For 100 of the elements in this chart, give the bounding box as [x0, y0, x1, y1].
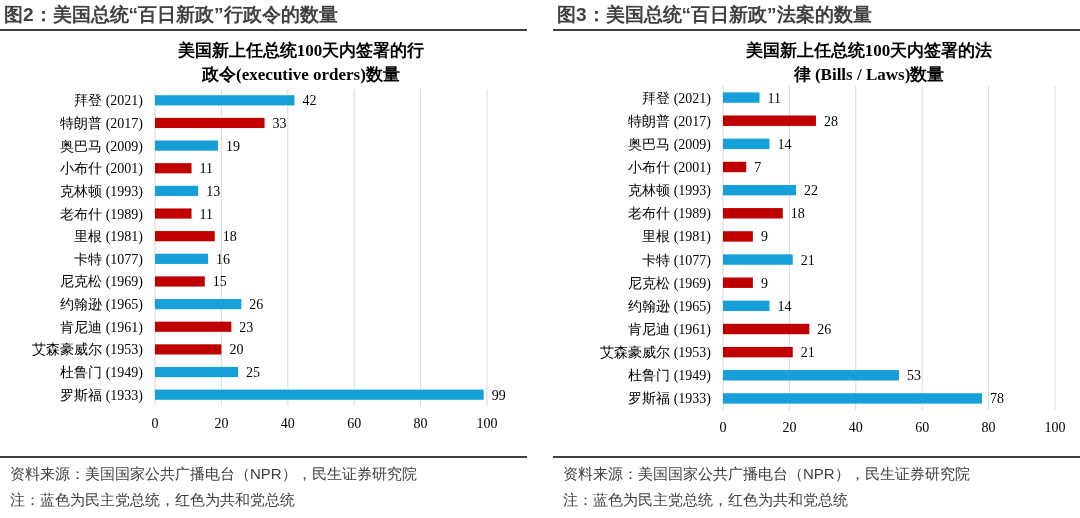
text: 资料来源：美国国家公共广播电台（NPR），民生证券研究院 — [10, 465, 417, 482]
data-label: 15 — [212, 274, 227, 290]
bar — [155, 344, 222, 355]
chart-title: 图2：美国总统“百日新政”行政令的数量 — [4, 4, 338, 25]
bar — [723, 92, 760, 103]
y-tick-label: 特朗普 (2017) — [60, 114, 144, 132]
bar — [155, 117, 265, 129]
bar — [723, 323, 810, 335]
bar — [155, 299, 242, 310]
y-tick-label: 罗斯福 (1933) — [628, 391, 712, 408]
bar — [155, 253, 209, 264]
data-label: 28 — [823, 113, 838, 129]
data-label: 26 — [249, 297, 264, 313]
bar — [155, 185, 199, 196]
bar — [723, 393, 982, 404]
bar — [723, 138, 770, 150]
x-tick-label: 100 — [1044, 420, 1066, 435]
data-label: 23 — [239, 319, 254, 335]
bar — [155, 140, 219, 151]
y-tick-label: 肯尼迪 (1961) — [628, 322, 712, 338]
x-tick-label: 40 — [280, 416, 295, 431]
x-tick-label: 60 — [347, 416, 362, 431]
y-tick-label: 克林顿 (1993) — [60, 183, 144, 200]
bar — [155, 95, 295, 106]
bar — [155, 208, 192, 219]
y-tick-label: 杜鲁门 (1949) — [60, 365, 144, 382]
bar — [723, 277, 753, 288]
y-tick-label: 罗斯福 (1933) — [60, 387, 144, 404]
y-tick-label: 特朗普 (2017) — [628, 112, 712, 130]
data-label: 18 — [790, 206, 805, 222]
data-label: 11 — [199, 206, 213, 222]
chart-title: 图3：美国总统“百日新政”法案的数量 — [557, 4, 872, 25]
y-tick-label: 奥巴马 (2009) — [60, 138, 144, 155]
x-tick-label: 100 — [476, 416, 498, 431]
y-tick-label: 杜鲁门 (1949) — [628, 368, 712, 385]
bar — [723, 346, 793, 358]
data-label: 25 — [246, 365, 260, 381]
y-tick-label: 约翰逊 (1965) — [628, 298, 712, 315]
y-tick-label: 小布什 (2001) — [60, 161, 144, 178]
y-tick-label: 克林顿 (1993) — [628, 183, 712, 200]
y-tick-label: 奥巴马 (2009) — [628, 136, 712, 153]
y-tick-label: 拜登 (2021) — [74, 93, 144, 110]
y-tick-label: 小布什 (2001) — [628, 160, 712, 176]
data-label: 78 — [989, 391, 1004, 407]
data-label: 18 — [222, 229, 237, 245]
x-tick-label: 60 — [915, 420, 930, 435]
x-tick-label: 20 — [782, 420, 797, 435]
bar — [723, 208, 783, 219]
data-label: 26 — [817, 322, 832, 337]
data-label: 99 — [491, 387, 506, 403]
y-tick-label: 艾森豪威尔 (1953) — [600, 345, 712, 362]
y-tick-label: 尼克松 (1969) — [628, 275, 712, 292]
data-label: 22 — [804, 183, 819, 199]
bar — [723, 115, 816, 126]
data-label: 33 — [272, 115, 287, 131]
bar — [723, 161, 747, 173]
bar — [155, 366, 238, 378]
x-tick-label: 0 — [719, 420, 727, 435]
x-tick-label: 20 — [214, 416, 229, 431]
data-label: 19 — [226, 138, 241, 154]
y-tick-label: 艾森豪威尔 (1953) — [32, 342, 144, 359]
y-tick-label: 里根 (1981) — [642, 229, 712, 246]
text: 注：蓝色为民主党总统，红色为共和党总统 — [563, 491, 848, 508]
x-tick-label: 40 — [848, 420, 863, 435]
y-tick-label: 卡特 (1077) — [642, 252, 712, 269]
chart-subtitle: 美国新上任总统100天内签署的法律 (Bills / Laws)数量 — [744, 41, 993, 84]
data-label: 7 — [754, 160, 762, 175]
y-tick-label: 里根 (1981) — [74, 229, 144, 246]
data-label: 14 — [777, 136, 792, 152]
y-tick-label: 拜登 (2021) — [642, 90, 712, 107]
y-tick-label: 老布什 (1989) — [628, 206, 712, 223]
x-tick-label: 80 — [413, 416, 428, 431]
bar — [155, 231, 215, 242]
data-label: 9 — [760, 229, 768, 245]
y-tick-label: 约翰逊 (1965) — [60, 297, 144, 314]
bar — [723, 300, 770, 312]
data-label: 42 — [302, 93, 317, 109]
y-tick-label: 老布什 (1989) — [60, 206, 144, 223]
bar — [155, 389, 484, 400]
bar — [155, 321, 232, 332]
data-label: 11 — [767, 90, 781, 106]
chart-subtitle: 美国新上任总统100天内签署的行政令(executive orders)数量 — [176, 41, 425, 84]
data-label: 9 — [760, 275, 768, 291]
text: 资料来源：美国国家公共广播电台（NPR），民生证券研究院 — [563, 465, 970, 482]
data-label: 16 — [216, 251, 231, 267]
text: 注：蓝色为民主党总统，红色为共和党总统 — [10, 491, 295, 508]
data-label: 21 — [800, 345, 815, 361]
x-tick-label: 80 — [981, 420, 996, 435]
data-label: 14 — [777, 298, 792, 314]
x-tick-label: 0 — [151, 416, 159, 431]
data-label: 20 — [229, 342, 244, 358]
y-tick-label: 尼克松 (1969) — [60, 274, 144, 291]
bar — [723, 370, 899, 381]
bar — [723, 254, 793, 265]
bar — [723, 231, 753, 242]
bar — [723, 184, 797, 196]
data-label: 53 — [906, 368, 921, 384]
y-tick-label: 卡特 (1077) — [74, 251, 144, 268]
data-label: 13 — [206, 183, 221, 199]
y-tick-label: 肯尼迪 (1961) — [60, 319, 144, 336]
